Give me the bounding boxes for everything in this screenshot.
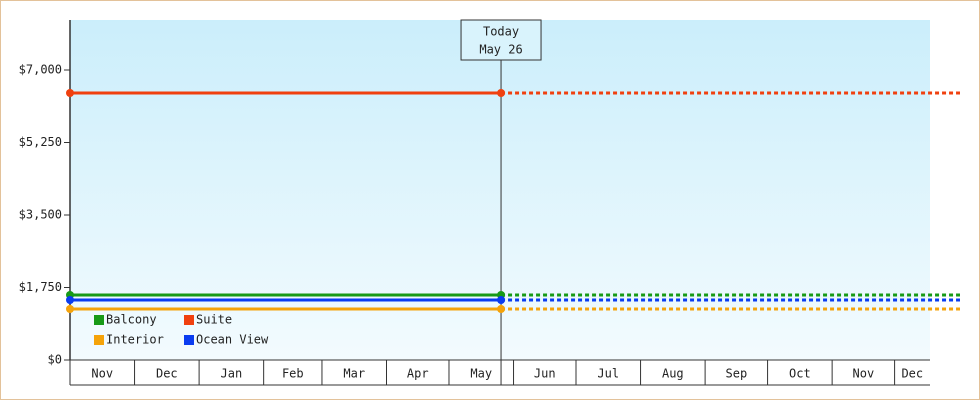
- x-tick-label: Jun: [534, 367, 556, 381]
- y-tick-label: $0: [48, 353, 62, 367]
- x-tick-label: Nov: [853, 367, 875, 381]
- point: [497, 88, 506, 97]
- x-tick-label: Aug: [662, 367, 684, 381]
- x-tick-label: Dec: [901, 367, 923, 381]
- point: [66, 88, 74, 97]
- point: [497, 296, 506, 305]
- today-box: [460, 19, 542, 61]
- point: [66, 296, 74, 305]
- legend-swatch: [184, 315, 194, 325]
- y-tick-label: $1,750: [19, 280, 62, 294]
- legend-swatch: [94, 315, 104, 325]
- today-title: Today: [483, 25, 519, 39]
- x-tick-label: Jan: [221, 367, 243, 381]
- y-tick-label: $7,000: [19, 63, 62, 77]
- legend-swatch: [94, 335, 104, 345]
- x-tick-label: Sep: [726, 367, 748, 381]
- x-tick-label: Mar: [343, 367, 365, 381]
- y-tick-label: $5,250: [19, 135, 62, 149]
- x-tick-label: May: [470, 367, 492, 381]
- point: [497, 305, 506, 314]
- legend-label: Balcony: [106, 313, 157, 327]
- x-tick-label: Nov: [91, 367, 113, 381]
- y-tick-label: $3,500: [19, 208, 62, 222]
- legend-label: Suite: [196, 313, 232, 327]
- today-date: May 26: [479, 43, 522, 57]
- x-tick-label: Oct: [789, 367, 811, 381]
- x-tick-label: Dec: [156, 367, 178, 381]
- x-tick-label: Jul: [597, 367, 619, 381]
- legend-label: Interior: [106, 333, 164, 347]
- legend-swatch: [184, 335, 194, 345]
- legend-label: Ocean View: [196, 333, 269, 347]
- point: [66, 305, 74, 314]
- x-tick-label: Apr: [407, 367, 429, 381]
- x-tick-label: Feb: [282, 367, 304, 381]
